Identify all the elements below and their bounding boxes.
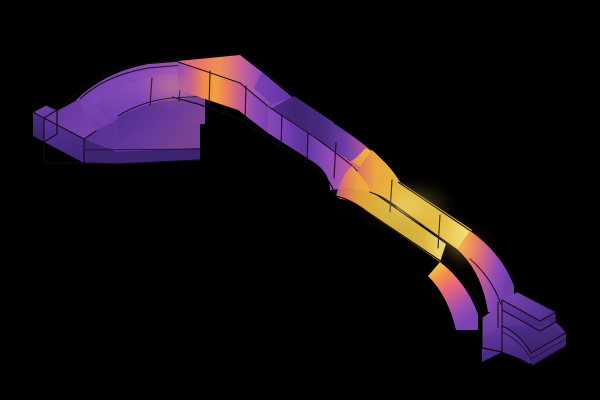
desc-partition-1	[280, 111, 283, 147]
left-foot-cap-front	[33, 112, 44, 142]
stress-glow-layer	[140, 71, 492, 265]
knee-inner-face	[428, 262, 478, 330]
crest-partition-1	[208, 70, 211, 109]
right-foot-base-front	[482, 326, 530, 364]
inflection-saddle-group[interactable]	[272, 96, 399, 197]
left-foot-front	[44, 118, 84, 163]
left-foot-cap-line	[32, 109, 58, 143]
right-foot-base-side	[502, 320, 566, 366]
saddle-edge-bottom	[313, 166, 337, 197]
glow-arch-crest	[140, 71, 204, 103]
saddle-partition-1	[333, 142, 337, 179]
right-foot-band-4	[501, 331, 567, 360]
right-foot-shelf-face	[502, 300, 540, 331]
right-foot-group[interactable]	[481, 291, 584, 367]
desc-side-face	[268, 106, 312, 161]
crest-edge-top	[169, 53, 293, 98]
desc-edge-crease	[268, 106, 314, 137]
saddle-front-face	[312, 135, 372, 190]
right-foot-band-1	[501, 299, 557, 322]
left-foot-step-line-3	[84, 148, 201, 151]
right-foot-band-3	[501, 325, 567, 354]
left-foot-outline	[32, 104, 201, 165]
glow-mid-peak	[362, 184, 454, 228]
saddle-upper-face	[272, 96, 372, 162]
right-foot-band-2	[501, 309, 557, 332]
right-foot-base-right	[530, 332, 566, 364]
crest-edge-crease	[177, 61, 270, 108]
glow-mid-end	[430, 224, 474, 248]
right-foot-shelf-top	[502, 292, 556, 321]
left-arch-inner-face	[118, 97, 205, 140]
left-leg-edge-crease	[79, 62, 209, 100]
right-foot-left-edge	[481, 299, 503, 353]
desc-partition-2	[306, 130, 309, 164]
crest-partition-2	[244, 85, 247, 122]
right-foot-outline	[481, 291, 569, 367]
left-leg-edge-outer	[56, 58, 206, 111]
left-foot-inner-lower	[84, 139, 200, 164]
